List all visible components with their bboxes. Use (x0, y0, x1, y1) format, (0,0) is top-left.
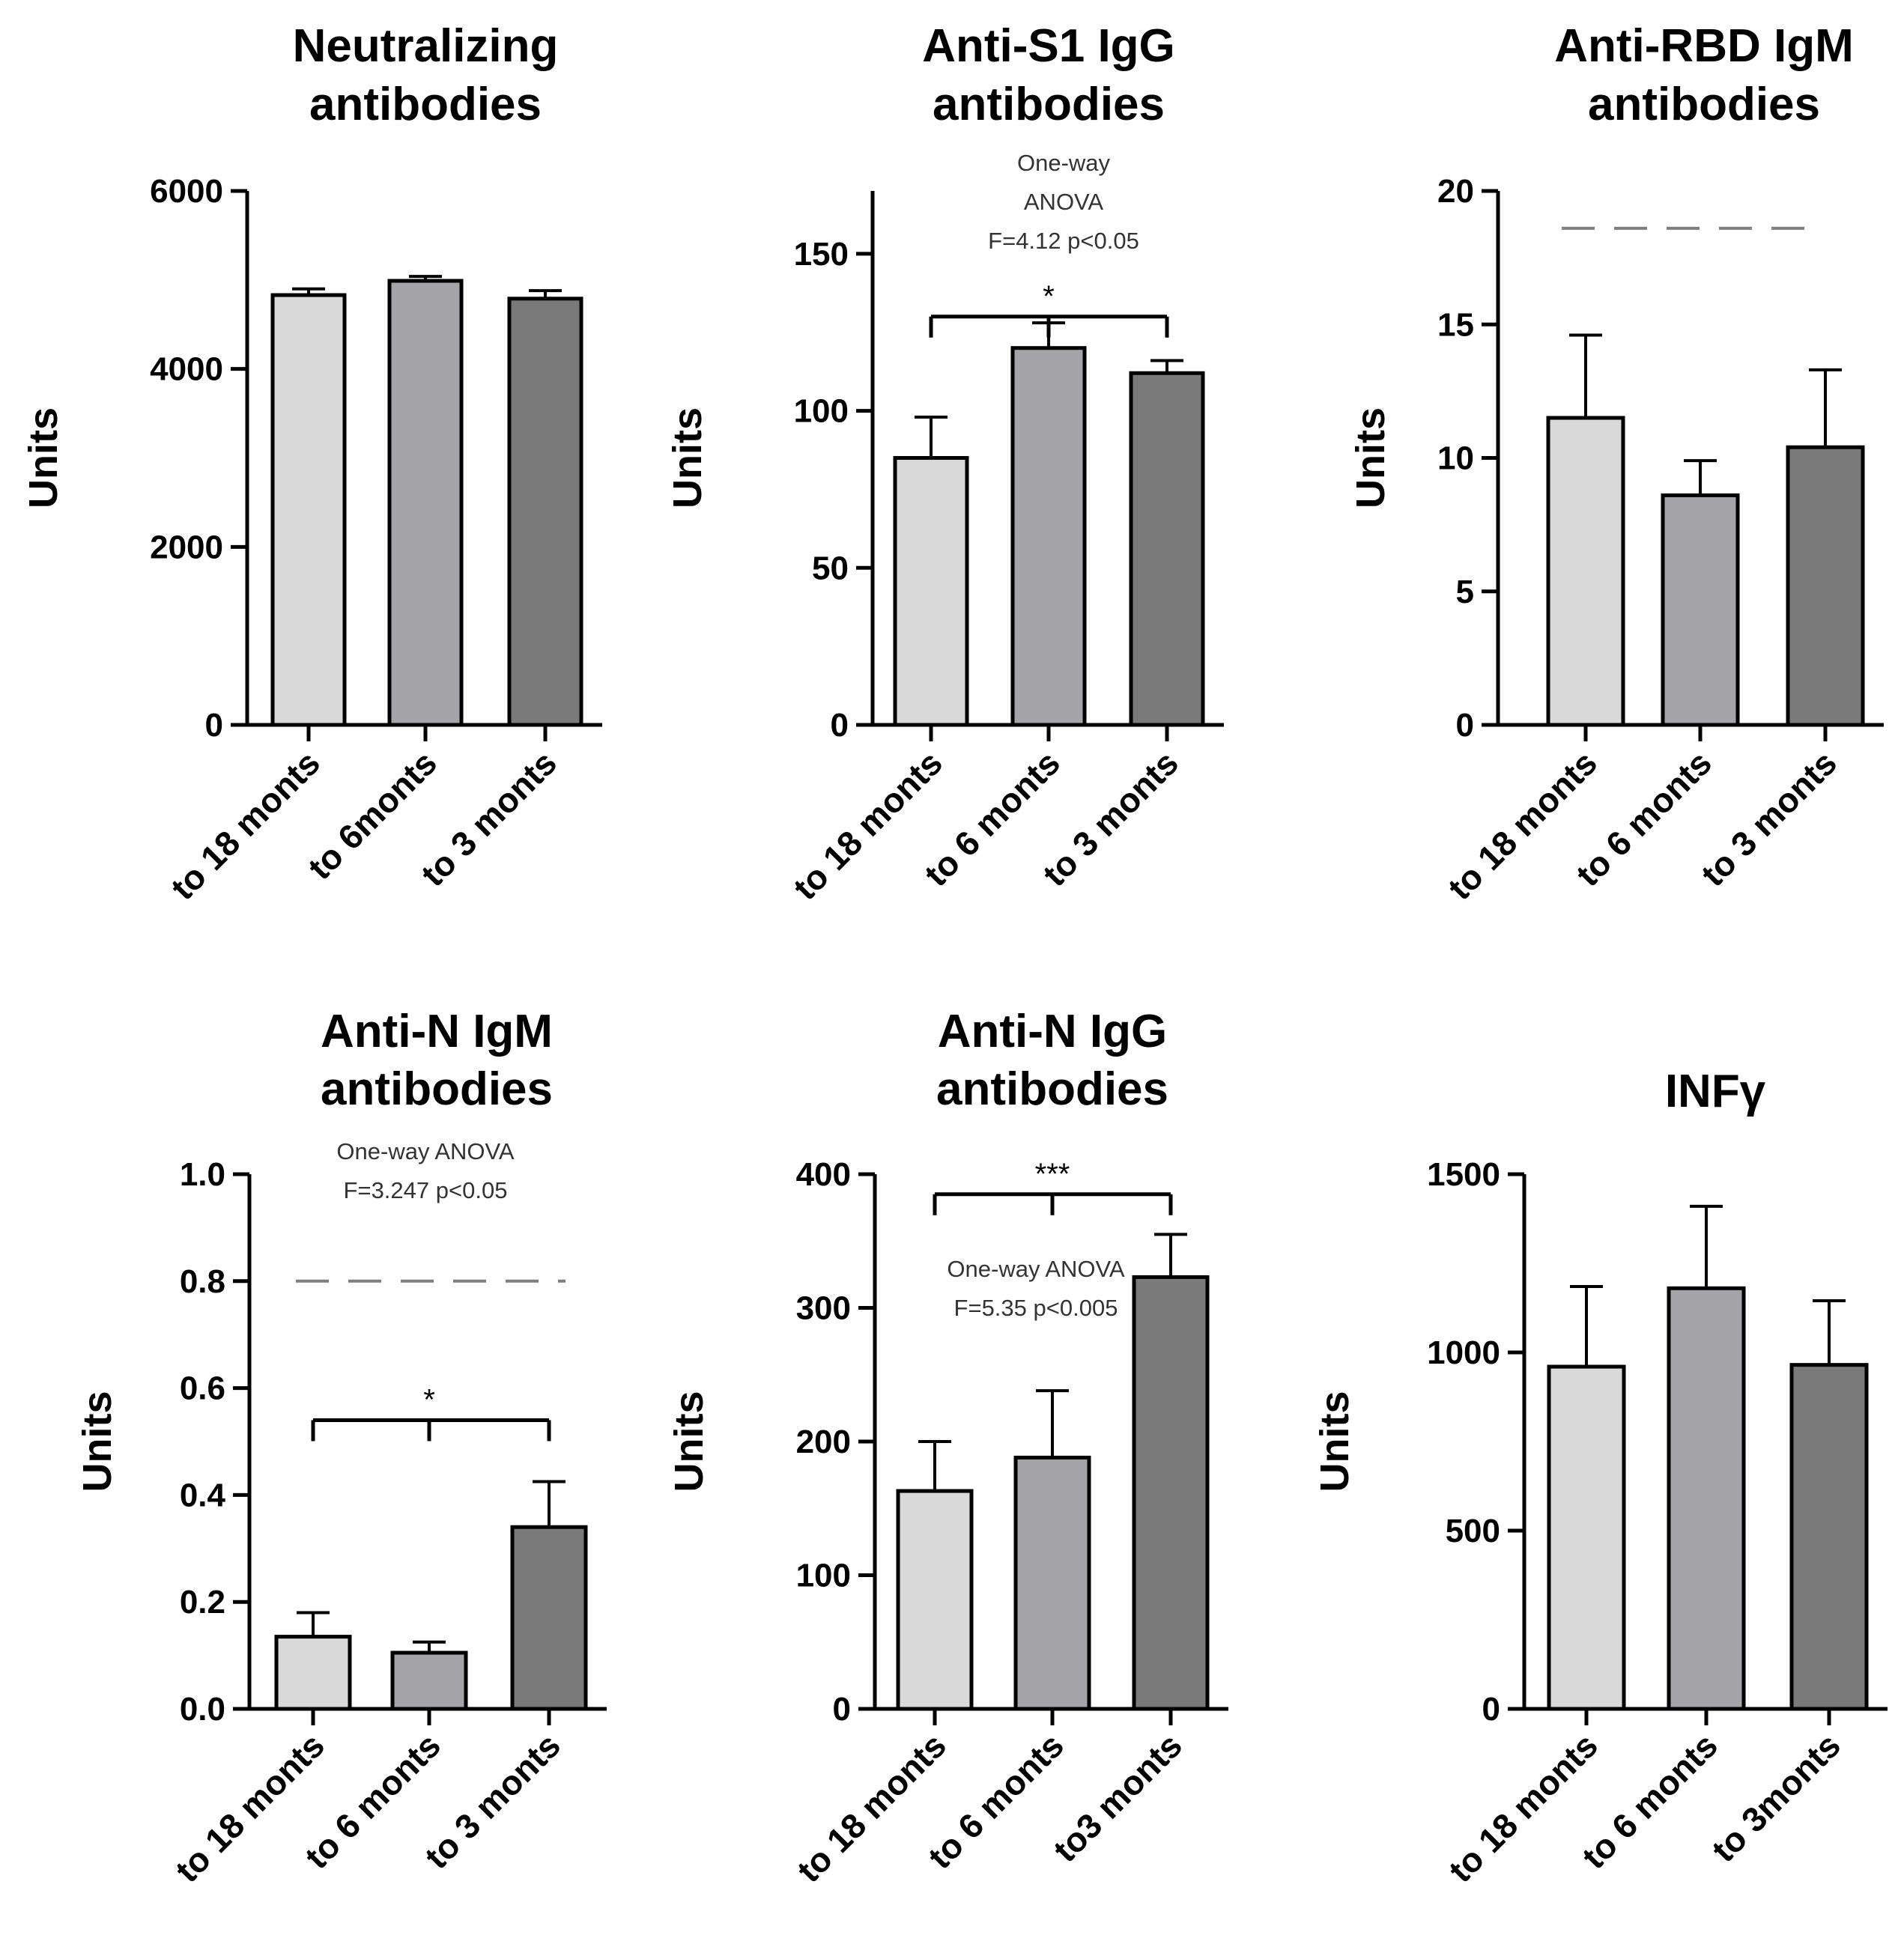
chart-title: Neutralizing (293, 20, 559, 72)
bar (1129, 371, 1205, 727)
chart-title: Anti-N IgM (321, 1006, 553, 1057)
y-tick-label: 200 (796, 1424, 851, 1460)
chart-title: antibodies (309, 79, 542, 130)
x-category-label: to 3monts (1704, 1725, 1848, 1869)
bar (507, 297, 583, 727)
chart-title: INFγ (1665, 1066, 1766, 1117)
bar (387, 279, 464, 727)
y-tick-label: 1.0 (180, 1156, 225, 1193)
chart-title: Anti-RBD IgM (1554, 20, 1853, 72)
y-tick-label: 0 (1482, 1691, 1500, 1728)
y-tick-label: 0 (205, 707, 223, 744)
x-category-label: to 18 monts (789, 1725, 953, 1889)
y-axis-label: Units (667, 1391, 712, 1492)
bar (390, 1650, 468, 1711)
chart-panel: Neutralizing antibodies Units 0 2000 4000 6000… (21, 20, 602, 908)
y-axis-label: Units (21, 407, 66, 508)
bar (1547, 1364, 1626, 1711)
x-category-label: to 18 monts (1440, 743, 1604, 907)
y-tick-label: 0 (1456, 707, 1474, 744)
bar (896, 1489, 974, 1711)
y-tick-label: 4000 (150, 351, 223, 388)
significance-label: *** (1035, 1158, 1070, 1191)
chart-title: Anti-N IgG (938, 1006, 1168, 1057)
y-tick-label: 500 (1446, 1513, 1500, 1549)
y-tick-label: 0 (833, 1691, 851, 1728)
y-tick-label: 300 (796, 1290, 851, 1327)
y-tick-label: 0.0 (180, 1691, 225, 1728)
y-tick-label: 1500 (1427, 1156, 1500, 1193)
bar (1667, 1286, 1746, 1711)
chart-panel: Anti-RBD IgM antibodies Units 0 5 10 15 20 to 18… (1348, 20, 1884, 908)
y-tick-label: 5 (1456, 574, 1474, 610)
y-tick-label: 100 (794, 393, 849, 430)
y-tick-label: 0 (831, 707, 849, 744)
chart-title: antibodies (933, 79, 1165, 130)
x-category-label: to 18 monts (163, 743, 327, 907)
y-axis-label: Units (665, 407, 710, 508)
chart-panel: Anti-N IgM antibodies Units 0.0 0.2 0.4 0.6 0.8… (75, 1006, 607, 1890)
y-tick-label: 15 (1437, 306, 1474, 343)
x-category-label: to 18 monts (168, 1725, 332, 1889)
bar (270, 293, 347, 727)
y-axis-label: Units (75, 1391, 120, 1492)
anova-annotation: F=5.35 p<0.005 (954, 1295, 1118, 1321)
bar (1661, 493, 1740, 727)
y-tick-label: 0.4 (180, 1477, 226, 1513)
bar (1546, 416, 1625, 727)
anova-annotation: One-way (1017, 150, 1111, 176)
y-tick-label: 50 (812, 550, 849, 586)
bar (274, 1635, 352, 1711)
x-category-label: to 3 monts (1694, 743, 1844, 893)
y-tick-label: 150 (794, 236, 849, 273)
chart-title: Anti-S1 IgG (922, 20, 1175, 72)
chart-title: antibodies (321, 1063, 553, 1115)
x-category-label: to3 monts (1046, 1725, 1189, 1869)
y-tick-label: 1000 (1427, 1334, 1500, 1371)
y-tick-label: 0.8 (180, 1263, 225, 1300)
bar (1013, 1455, 1091, 1711)
chart-panel: Anti-S1 IgG antibodies Units 0 50 100 150 to 18… (665, 20, 1224, 908)
chart-title: antibodies (1588, 79, 1820, 130)
bar (1789, 1363, 1869, 1711)
chart-panel: Anti-N IgG antibodies Units 0 100 200 300 400 to… (667, 1006, 1228, 1890)
anova-annotation: One-way ANOVA (947, 1256, 1125, 1282)
anova-annotation: F=4.12 p<0.05 (988, 228, 1139, 254)
y-tick-label: 100 (796, 1558, 851, 1594)
y-tick-label: 6000 (150, 173, 223, 210)
significance-label: * (1043, 280, 1055, 313)
anova-annotation: One-way ANOVA (336, 1138, 515, 1164)
y-tick-label: 10 (1437, 440, 1474, 477)
x-category-label: to 18 monts (786, 743, 950, 907)
bar (1132, 1275, 1210, 1711)
y-axis-label: Units (1348, 407, 1393, 508)
anova-annotation: ANOVA (1024, 189, 1104, 215)
chart-title: antibodies (936, 1063, 1168, 1115)
y-tick-label: 2000 (150, 529, 223, 565)
bar (510, 1525, 588, 1711)
significance-label: * (423, 1383, 435, 1416)
x-category-label: to 18 monts (1441, 1725, 1605, 1889)
y-axis-label: Units (1312, 1391, 1357, 1492)
y-tick-label: 400 (796, 1156, 851, 1193)
y-tick-label: 20 (1437, 173, 1474, 210)
bar (1010, 346, 1087, 727)
anova-annotation: F=3.247 p<0.05 (344, 1177, 508, 1203)
y-tick-label: 0.6 (180, 1370, 225, 1407)
bar (1786, 445, 1865, 727)
y-tick-label: 0.2 (180, 1584, 225, 1621)
bar (893, 456, 969, 727)
